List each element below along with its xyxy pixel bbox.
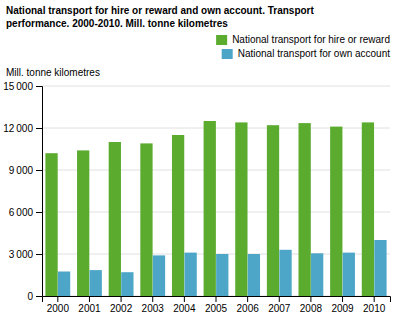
legend: National transport for hire or reward Nat… [216, 34, 390, 59]
x-tick-mark [374, 296, 375, 302]
bars [45, 121, 386, 296]
x-tick: 2002 [110, 296, 133, 314]
bar [204, 121, 216, 296]
bar [121, 272, 133, 296]
legend-swatch [216, 35, 227, 45]
bar [279, 250, 291, 296]
bar [172, 135, 184, 296]
bar [374, 240, 386, 296]
x-tick-label: 2005 [205, 303, 228, 314]
x-tick-label: 2010 [363, 303, 386, 314]
subtitle: performance. 2000-2010. Mill. tonne kilo… [6, 18, 228, 29]
bar [109, 142, 121, 296]
x-tick-label: 2001 [78, 303, 101, 314]
bar-series [45, 121, 374, 296]
x-tick-mark [279, 296, 280, 302]
x-tick: 2005 [205, 296, 228, 314]
y-tick: 9 000 [9, 165, 42, 176]
y-tick: 12 000 [3, 123, 42, 134]
bar [235, 122, 247, 296]
y-tick-label: 0 [27, 291, 33, 302]
x-tick-label: 2008 [300, 303, 323, 314]
y-tick-label: 9 000 [9, 165, 34, 176]
y-tick: 0 [27, 291, 42, 302]
y-tick-mark [36, 128, 42, 129]
x-tick: 2008 [300, 296, 323, 314]
y-tick: 6 000 [9, 207, 42, 218]
y-tick: 3 000 [9, 249, 42, 260]
y-tick-label: 3 000 [9, 249, 34, 260]
bar [58, 272, 70, 297]
x-tick-label: 2007 [268, 303, 291, 314]
y-tick-label: 6 000 [9, 207, 34, 218]
y-tick-mark [36, 212, 42, 213]
y-tick-mark [36, 170, 42, 171]
grid-line [42, 86, 390, 87]
x-tick-mark [184, 296, 185, 302]
x-tick-mark [247, 296, 248, 302]
grid [42, 86, 390, 296]
chart: National transport for hire or reward an… [0, 0, 400, 320]
x-tick: 2000 [47, 296, 70, 314]
y-tick-mark [36, 86, 42, 87]
bar [248, 254, 260, 296]
x-tick-label: 2004 [173, 303, 196, 314]
y-tick-label: 15 000 [3, 81, 33, 92]
plot: 0 3 000 6 000 9 000 12 000 15 000 2000 2001 2002… [3, 81, 390, 314]
bar [140, 143, 152, 296]
bar [330, 127, 342, 296]
bar [45, 153, 57, 296]
bar [77, 150, 89, 296]
y-tick: 15 000 [3, 81, 42, 92]
bar [267, 125, 279, 296]
bar [343, 253, 355, 296]
x-tick: 2003 [142, 296, 165, 314]
x-tick-mark [152, 296, 153, 302]
bar [153, 255, 165, 296]
x-tick-label: 2002 [110, 303, 133, 314]
y-tick-label: 12 000 [3, 123, 33, 134]
y-axis-line [36, 87, 43, 297]
x-tick: 2010 [363, 296, 386, 314]
bar-series [58, 240, 387, 296]
y-axis-label: Mill. tonne kilometres [6, 67, 100, 78]
y-tick-mark [36, 254, 42, 255]
x-tick-mark [216, 296, 217, 302]
bar [362, 122, 374, 296]
x-tick: 2004 [173, 296, 196, 314]
legend-label: National transport for hire or reward [232, 34, 390, 45]
x-axis: 2000 2001 2002 2003 2004 2005 2006 2007 2008 2009… [43, 296, 391, 314]
bar [90, 270, 102, 296]
legend-item: National transport for own account [222, 48, 391, 59]
title: National transport for hire or reward an… [6, 5, 314, 16]
x-tick-label: 2003 [142, 303, 165, 314]
x-tick: 2007 [268, 296, 291, 314]
x-tick: 2001 [78, 296, 101, 314]
x-tick-label: 2006 [237, 303, 260, 314]
x-axis-line [43, 297, 391, 303]
bar [311, 253, 323, 296]
x-tick-mark [57, 296, 58, 302]
x-tick-mark [342, 296, 343, 302]
x-tick-mark [89, 296, 90, 302]
x-tick-label: 2009 [331, 303, 354, 314]
legend-item: National transport for hire or reward [216, 34, 390, 45]
x-tick-mark [310, 296, 311, 302]
x-tick: 2009 [331, 296, 354, 314]
legend-swatch [222, 49, 233, 59]
bar [184, 253, 196, 296]
legend-label: National transport for own account [238, 48, 391, 59]
bar [299, 123, 311, 296]
y-axis: 0 3 000 6 000 9 000 12 000 15 000 [3, 81, 42, 302]
x-tick-mark [121, 296, 122, 302]
x-tick: 2006 [237, 296, 260, 314]
bar [216, 254, 228, 296]
y-tick-mark [36, 296, 42, 297]
x-tick-label: 2000 [47, 303, 70, 314]
